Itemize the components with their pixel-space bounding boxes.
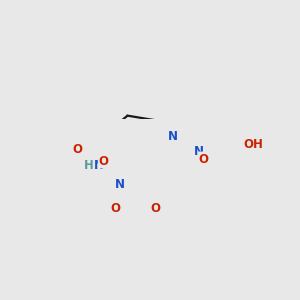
Text: N: N: [94, 159, 104, 172]
Text: N: N: [115, 178, 125, 191]
Text: OH: OH: [244, 138, 264, 151]
Text: H: H: [84, 159, 94, 172]
Text: O: O: [150, 202, 160, 215]
Text: O: O: [199, 152, 209, 166]
Text: O: O: [73, 143, 82, 156]
Text: O: O: [110, 202, 120, 215]
Text: N: N: [167, 130, 178, 143]
Text: O: O: [99, 154, 109, 168]
Text: N: N: [194, 145, 204, 158]
